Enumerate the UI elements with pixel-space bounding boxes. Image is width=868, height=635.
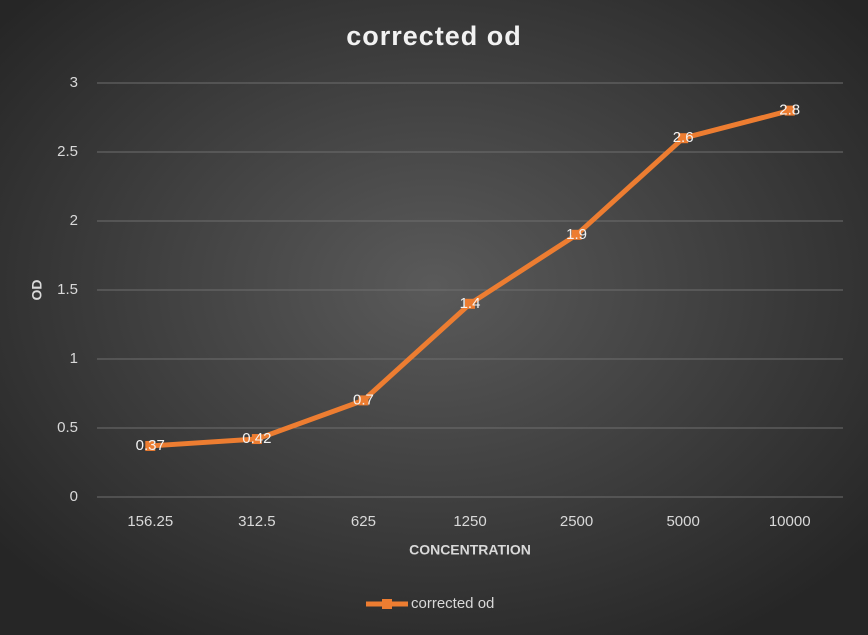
data-label: 2.6 [673,129,694,146]
y-axis-title: OD [29,280,45,301]
data-label: 0.37 [136,437,165,454]
y-tick-label: 0 [70,488,78,505]
y-tick-label: 0.5 [57,419,78,436]
marker [358,395,369,406]
marker [784,105,795,116]
marker [571,229,582,240]
y-tick-label: 1 [70,350,78,367]
marker [465,298,475,309]
y-tick-label: 1.5 [57,281,78,298]
data-label: 1.4 [460,295,481,312]
y-tick-label: 2 [70,212,78,229]
chart-title: corrected od [346,21,522,51]
x-tick-label: 625 [351,513,376,530]
x-axis-title: CONCENTRATION [409,542,531,558]
marker [251,434,262,445]
x-tick-label: 10000 [769,513,811,530]
data-label: 0.42 [242,430,271,447]
data-label: 2.8 [779,102,800,119]
y-tick-label: 3 [70,74,78,91]
data-label: 1.9 [566,226,587,243]
x-tick-label: 2500 [560,513,593,530]
x-tick-label: 156.25 [127,513,173,530]
marker [145,440,156,451]
legend-marker [382,599,392,609]
y-tick-label: 2.5 [57,143,78,160]
data-label: 0.7 [353,391,374,408]
x-tick-label: 5000 [666,513,699,530]
x-tick-label: 312.5 [238,513,276,530]
marker [678,133,689,144]
legend-label: corrected od [411,595,494,612]
x-tick-label: 1250 [453,513,486,530]
